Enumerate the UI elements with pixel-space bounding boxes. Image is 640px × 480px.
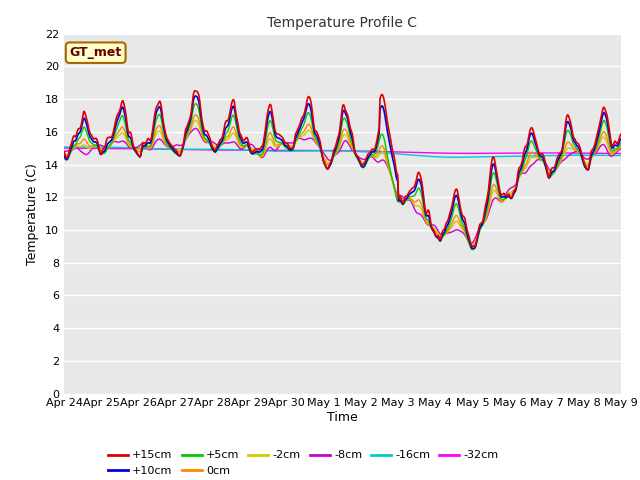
Y-axis label: Temperature (C): Temperature (C) bbox=[26, 163, 39, 264]
X-axis label: Time: Time bbox=[327, 411, 358, 424]
Text: GT_met: GT_met bbox=[70, 46, 122, 59]
Title: Temperature Profile C: Temperature Profile C bbox=[268, 16, 417, 30]
Legend: +15cm, +10cm, +5cm, 0cm, -2cm, -8cm, -16cm, -32cm: +15cm, +10cm, +5cm, 0cm, -2cm, -8cm, -16… bbox=[104, 446, 504, 480]
